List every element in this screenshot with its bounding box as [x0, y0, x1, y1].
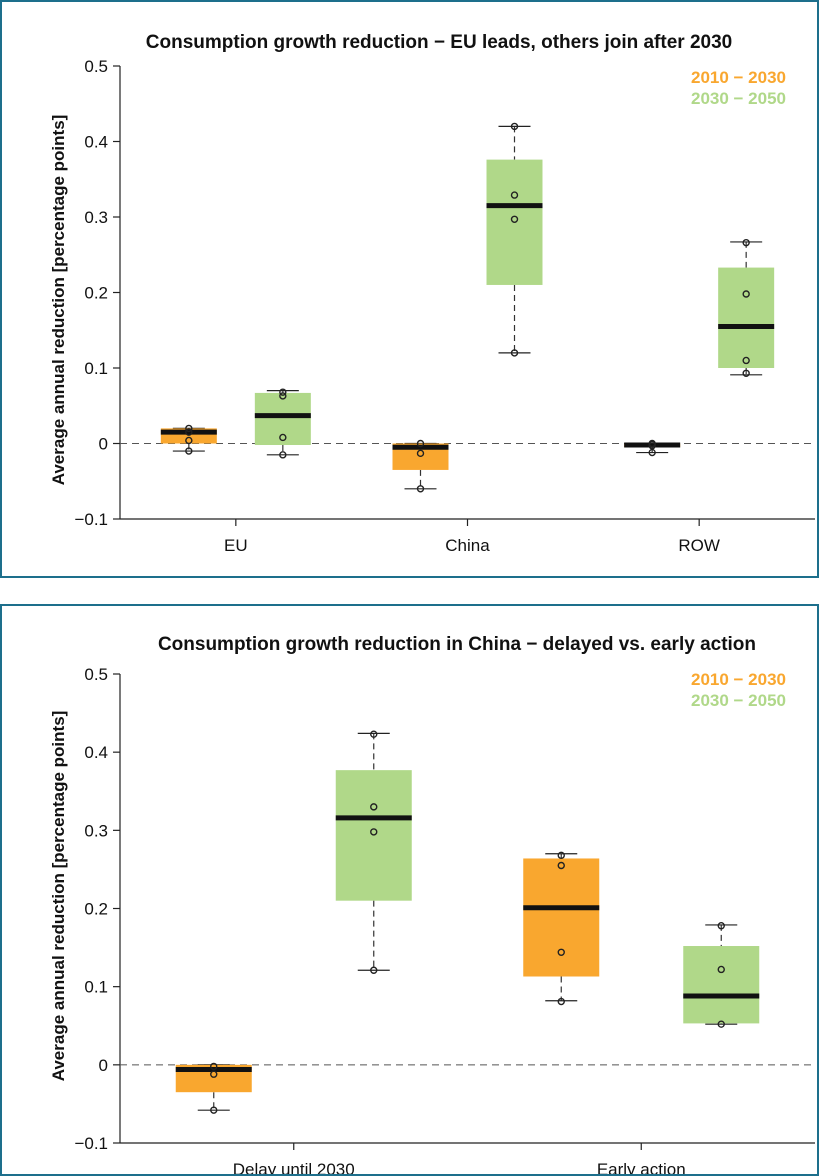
data-point [279, 388, 287, 396]
data-point [416, 449, 425, 458]
data-point [279, 451, 287, 459]
box [718, 267, 775, 368]
data-point [210, 1062, 218, 1071]
box [523, 858, 600, 977]
data-point [557, 851, 565, 860]
data-point [648, 439, 656, 448]
data-point [742, 238, 750, 247]
chart-panel-1: Consumption growth reduction − EU leads,… [0, 0, 819, 578]
y-tick-label: 0.5 [84, 57, 108, 76]
data-point [185, 447, 193, 455]
data-point [717, 965, 725, 974]
legend-2030-2050: 2030 − 2050 [691, 89, 786, 108]
y-tick-label: 0.2 [84, 284, 108, 303]
chart-2-ylabel: Average annual reduction [percentage poi… [49, 711, 68, 1082]
data-point [416, 485, 425, 493]
chart-2-title: Consumption growth reduction in China − … [158, 634, 756, 655]
x-tick-label: China [445, 536, 490, 555]
y-tick-label: 0 [99, 435, 108, 454]
y-tick-label: 0.4 [84, 133, 108, 152]
x-tick-label: EU [224, 536, 248, 555]
chart-1-title: Consumption growth reduction − EU leads,… [146, 32, 732, 53]
y-tick-label: −0.1 [74, 510, 108, 529]
chart-panel-2: Consumption growth reduction in China − … [0, 604, 819, 1176]
data-point [717, 1020, 725, 1028]
legend-2010-2030: 2010 − 2030 [691, 670, 786, 689]
data-point [557, 861, 565, 870]
data-point [279, 433, 287, 442]
y-tick-label: 0.1 [84, 978, 108, 997]
data-point [185, 424, 193, 433]
data-point [557, 948, 565, 956]
data-point [370, 803, 378, 811]
data-point [742, 369, 750, 377]
legend-2010-2030: 2010 − 2030 [691, 68, 786, 87]
x-tick-label: ROW [678, 536, 720, 555]
box [683, 946, 760, 1024]
chart-2-svg: Consumption growth reduction in China − … [49, 634, 815, 1174]
y-tick-label: 0.3 [84, 821, 108, 840]
y-tick-label: 0.1 [84, 359, 108, 378]
data-point [742, 290, 750, 298]
data-point [279, 392, 287, 400]
y-tick-label: 0.2 [84, 900, 108, 919]
x-tick-label: Delay until 2030 [233, 1160, 355, 1174]
data-point [416, 439, 425, 448]
y-tick-label: 0 [99, 1056, 108, 1075]
data-point [185, 436, 193, 445]
data-point [510, 215, 519, 223]
data-point [210, 1106, 218, 1114]
data-point [717, 921, 725, 930]
data-point [648, 448, 656, 457]
data-point [370, 730, 378, 738]
data-point [510, 122, 519, 131]
y-tick-label: −0.1 [74, 1134, 108, 1153]
x-tick-label: Early action [597, 1160, 686, 1174]
box [254, 392, 311, 446]
y-tick-label: 0.5 [84, 665, 108, 684]
y-tick-label: 0.3 [84, 208, 108, 227]
data-point [510, 191, 519, 199]
data-point [370, 828, 378, 836]
data-point [185, 428, 193, 436]
chart-1-svg: Consumption growth reduction − EU leads,… [49, 32, 815, 555]
legend-2030-2050: 2030 − 2050 [691, 691, 786, 710]
data-point [742, 356, 750, 365]
data-point [210, 1070, 218, 1078]
data-point [370, 966, 378, 974]
chart-1-ylabel: Average annual reduction [percentage poi… [49, 115, 68, 486]
data-point [510, 349, 519, 357]
data-point [557, 997, 565, 1006]
y-tick-label: 0.4 [84, 743, 108, 762]
